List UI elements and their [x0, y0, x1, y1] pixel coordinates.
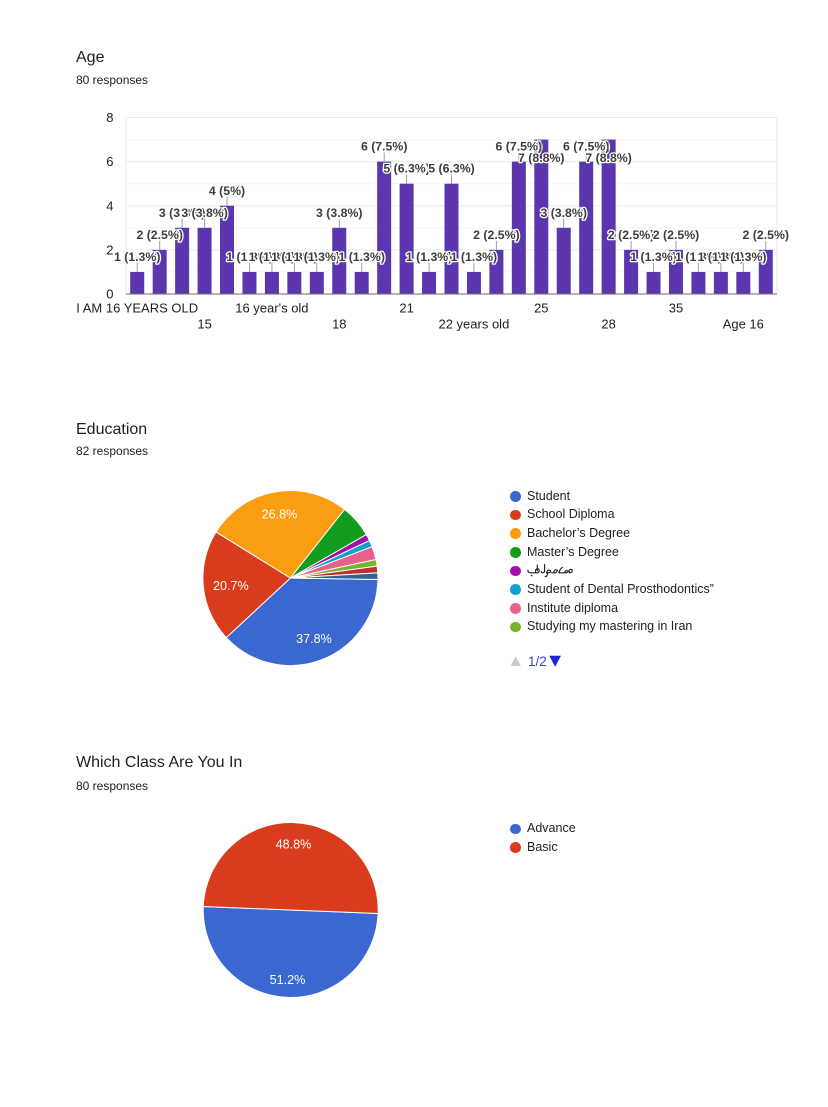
- svg-text:5 (6.3%): 5 (6.3%): [428, 162, 474, 176]
- svg-text:25: 25: [534, 300, 548, 315]
- svg-text:I AM 16 YEARS OLD: I AM 16 YEARS OLD: [76, 300, 198, 315]
- svg-text:6 (7.5%): 6 (7.5%): [496, 140, 542, 154]
- svg-text:3 (3.8%): 3 (3.8%): [159, 206, 205, 220]
- svg-text:20.7%: 20.7%: [213, 579, 249, 593]
- svg-text:1 (1.3%): 1 (1.3%): [675, 250, 721, 264]
- svg-text:5 (6.3%): 5 (6.3%): [383, 162, 429, 176]
- svg-text:3 (3.8%): 3 (3.8%): [181, 206, 227, 220]
- svg-text:Age 16: Age 16: [723, 317, 764, 332]
- svg-text:18: 18: [332, 317, 346, 332]
- svg-text:48.8%: 48.8%: [276, 838, 312, 852]
- svg-text:3 (3.8%): 3 (3.8%): [316, 206, 362, 220]
- svg-text:8: 8: [106, 110, 113, 125]
- svg-text:21: 21: [399, 300, 413, 315]
- svg-text:2 (2.5%): 2 (2.5%): [743, 228, 789, 242]
- svg-text:1 (1.3%): 1 (1.3%): [271, 250, 317, 264]
- svg-text:2 (2.5%): 2 (2.5%): [608, 228, 654, 242]
- svg-text:2 (2.5%): 2 (2.5%): [473, 228, 519, 242]
- svg-text:2 (2.5%): 2 (2.5%): [653, 228, 699, 242]
- svg-text:7 (8.8%): 7 (8.8%): [518, 151, 564, 165]
- svg-text:1 (1.3%): 1 (1.3%): [630, 250, 676, 264]
- svg-text:1 (1.3%): 1 (1.3%): [294, 250, 340, 264]
- svg-text:3 (3.8%): 3 (3.8%): [540, 206, 586, 220]
- svg-text:4: 4: [106, 198, 113, 213]
- svg-text:0: 0: [106, 287, 113, 302]
- svg-text:26.8%: 26.8%: [262, 508, 298, 522]
- svg-text:1 (1.3%): 1 (1.3%): [698, 250, 744, 264]
- svg-text:4 (5%): 4 (5%): [209, 184, 245, 198]
- svg-text:2 (2.5%): 2 (2.5%): [136, 228, 182, 242]
- svg-text:6: 6: [106, 154, 113, 169]
- svg-text:1 (1.3%): 1 (1.3%): [338, 250, 384, 264]
- svg-text:28: 28: [601, 317, 615, 332]
- svg-text:2: 2: [106, 242, 113, 257]
- svg-text:51.2%: 51.2%: [270, 973, 306, 987]
- svg-text:1 (1.3%): 1 (1.3%): [451, 250, 497, 264]
- svg-text:6 (7.5%): 6 (7.5%): [563, 140, 609, 154]
- svg-text:15: 15: [197, 317, 211, 332]
- svg-text:22 years old: 22 years old: [438, 317, 509, 332]
- svg-text:7 (8.8%): 7 (8.8%): [585, 151, 631, 165]
- svg-text:1 (1.3%): 1 (1.3%): [249, 250, 295, 264]
- svg-text:6 (7.5%): 6 (7.5%): [361, 140, 407, 154]
- svg-text:16 year's old: 16 year's old: [235, 300, 308, 315]
- svg-text:35: 35: [669, 300, 683, 315]
- svg-text:1 (1.3%): 1 (1.3%): [114, 250, 160, 264]
- svg-text:1/2: 1/2: [528, 654, 547, 669]
- svg-text:1 (1.3%): 1 (1.3%): [720, 250, 766, 264]
- svg-text:37.8%: 37.8%: [296, 632, 332, 646]
- svg-text:1 (1.3%): 1 (1.3%): [226, 250, 272, 264]
- svg-text:1 (1.3%): 1 (1.3%): [406, 250, 452, 264]
